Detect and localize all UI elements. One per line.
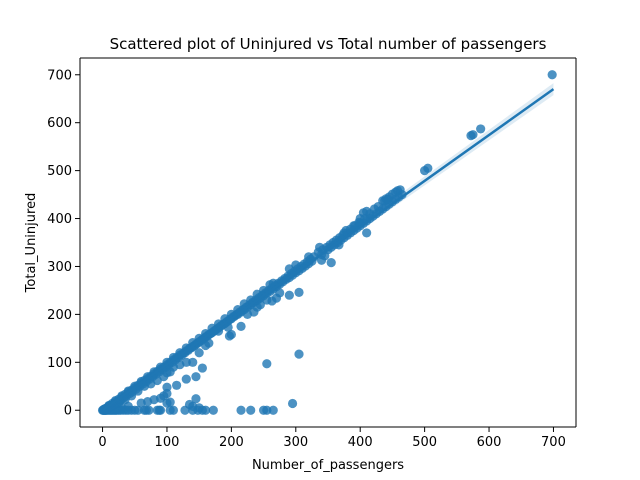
data-point: [197, 363, 207, 373]
x-tick-label: 700: [541, 435, 566, 450]
data-point: [284, 290, 294, 300]
data-point: [194, 348, 204, 358]
data-point: [294, 349, 304, 359]
x-tick-label: 400: [348, 435, 373, 450]
x-tick-label: 500: [412, 435, 437, 450]
x-tick-label: 600: [477, 435, 502, 450]
data-point: [136, 398, 146, 408]
data-point: [172, 380, 182, 390]
data-point: [236, 321, 246, 331]
y-axis-ticks: 0 100 200 300 400 500 600 700: [47, 68, 80, 419]
data-point: [547, 70, 557, 80]
data-point: [208, 405, 218, 415]
data-point: [162, 398, 172, 408]
data-point: [188, 401, 198, 411]
data-point: [246, 405, 256, 415]
data-point: [168, 405, 178, 415]
y-tick-label: 600: [47, 116, 72, 131]
x-tick-label: 0: [98, 435, 106, 450]
data-point: [224, 331, 235, 341]
y-tick-label: 400: [47, 212, 72, 227]
data-point: [362, 228, 372, 238]
data-point: [181, 374, 191, 384]
data-point: [123, 401, 133, 411]
data-point: [383, 194, 393, 204]
y-tick-label: 200: [47, 308, 72, 323]
data-point: [155, 405, 166, 415]
data-point: [373, 201, 383, 212]
regression-line: [101, 88, 555, 412]
data-point: [268, 405, 278, 415]
x-axis-ticks: 0 100 200 300 400 500 600 700: [98, 427, 566, 450]
data-point: [144, 405, 154, 415]
data-point: [271, 293, 282, 303]
y-tick-label: 300: [47, 260, 72, 275]
data-point: [287, 398, 298, 409]
data-point: [316, 255, 327, 265]
data-point: [326, 258, 336, 268]
regression-line-group: [101, 88, 555, 412]
data-point: [294, 287, 304, 297]
data-point: [476, 124, 486, 134]
data-point: [262, 405, 272, 415]
data-point: [162, 388, 172, 399]
y-tick-label: 0: [64, 404, 72, 419]
y-tick-label: 100: [47, 356, 72, 371]
data-point: [423, 163, 433, 173]
x-axis-label: Number_of_passengers: [252, 458, 404, 473]
data-point: [236, 405, 246, 415]
data-point: [191, 372, 201, 382]
x-tick-label: 200: [219, 435, 244, 450]
y-tick-label: 500: [47, 164, 72, 179]
x-tick-label: 300: [283, 435, 308, 450]
axes: [79, 57, 577, 428]
data-point: [191, 394, 201, 404]
y-tick-label: 700: [47, 68, 72, 83]
data-point: [188, 357, 198, 367]
data-point: [262, 359, 272, 369]
x-tick-label: 100: [155, 435, 180, 450]
data-point: [133, 405, 143, 415]
y-axis-label: Total_Uninjured: [24, 193, 39, 294]
data-point: [468, 130, 478, 140]
chart-title: Scattered plot of Uninjured vs Total num…: [110, 35, 547, 53]
